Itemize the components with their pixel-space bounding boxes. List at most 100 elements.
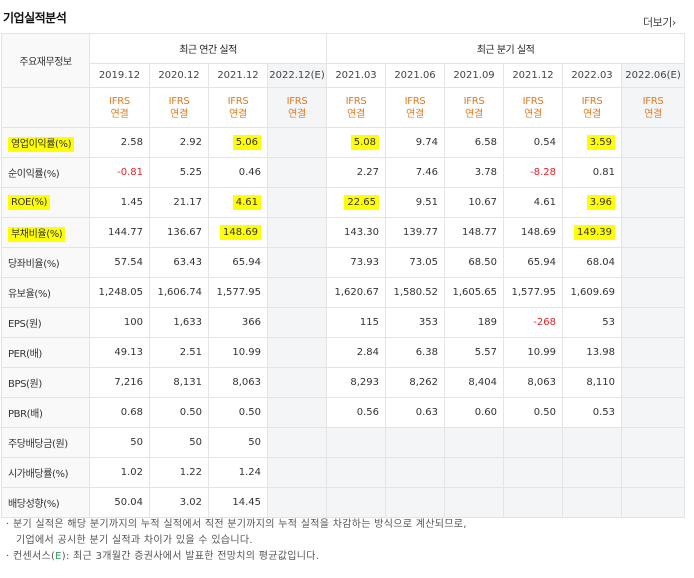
quarter-value-cell: [503, 427, 563, 458]
annual-value-cell: 100: [89, 307, 150, 338]
quarter-date-header: 2021.12: [503, 63, 563, 88]
annual-value-cell: 14.45: [208, 487, 268, 518]
quarter-value-cell: [503, 457, 563, 488]
annual-value-cell: 5.25: [149, 157, 209, 188]
value-text: 8,131: [173, 377, 202, 388]
quarter-value-cell: -268: [503, 307, 563, 338]
value-text: 57.54: [114, 257, 143, 268]
annual-value-cell: [267, 217, 327, 248]
quarter-value-cell: 0.53: [562, 397, 622, 428]
consolidated-text: 연결: [110, 108, 129, 120]
row-label: 영업이익률(%): [1, 127, 90, 158]
row-label-text: 영업이익률(%): [8, 137, 75, 152]
value-text: -0.81: [117, 167, 143, 178]
value-text: 7.46: [415, 167, 438, 178]
table-row: 시가배당률(%) 1.02 1.22 1.24: [1, 457, 686, 488]
value-text: 2.51: [179, 347, 202, 358]
row-label: 당좌비율(%): [1, 247, 90, 278]
annual-value-cell: 2.92: [149, 127, 209, 158]
value-text: 189: [477, 317, 497, 328]
annual-value-cell: 144.77: [89, 217, 150, 248]
value-text: 366: [241, 317, 261, 328]
ifrs-text: IFRS: [227, 95, 249, 107]
quarter-value-cell: 68.50: [444, 247, 504, 278]
value-text: 8,404: [468, 377, 497, 388]
value-text: 2.27: [356, 167, 379, 178]
value-text: -268: [533, 317, 556, 328]
value-text: 149.39: [574, 225, 615, 240]
value-text: 148.69: [220, 225, 261, 240]
value-text: 6.58: [474, 137, 497, 148]
more-label: 더보기: [643, 16, 672, 29]
value-text: 50.04: [114, 497, 143, 508]
annual-value-cell: 5.06: [208, 127, 268, 158]
annual-value-cell: 1.24: [208, 457, 268, 488]
table-row: ROE(%) 1.45 21.17 4.61 22.65 9.51 10.67 4.61 3.9…: [1, 187, 686, 218]
annual-value-cell: 0.68: [89, 397, 150, 428]
row-label-text: 부채비율(%): [8, 227, 66, 242]
quarter-value-cell: 115: [326, 307, 386, 338]
annual-value-cell: 50: [89, 427, 150, 458]
row-label-text: EPS(원): [8, 319, 42, 330]
quarter-value-cell: [620, 367, 686, 398]
more-link[interactable]: 더보기›: [643, 14, 676, 30]
table-row: 유보율(%) 1,248.05 1,606.74 1,577.95 1,620.67 1,…: [1, 277, 686, 308]
value-text: 136.67: [167, 227, 202, 238]
financial-table: 주요재무정보 최근 연간 실적 최근 분기 실적 2019.12 2020.12 2…: [1, 33, 686, 518]
quarter-value-cell: 8,063: [503, 367, 563, 398]
row-label-text: BPS(원): [8, 379, 42, 390]
quarter-value-cell: [562, 487, 622, 518]
quarter-value-cell: [620, 247, 686, 278]
value-text: 10.99: [527, 347, 556, 358]
quarter-value-cell: 8,262: [385, 367, 445, 398]
quarter-value-cell: [444, 457, 504, 488]
annual-value-cell: [267, 457, 327, 488]
value-text: 0.50: [533, 407, 556, 418]
footnotes: · 분기 실적은 해당 분기까지의 누적 실적에서 직전 분기까지의 누적 실적…: [6, 517, 467, 565]
annual-value-cell: [267, 307, 327, 338]
quarter-value-cell: 1,609.69: [562, 277, 622, 308]
value-text: 21.17: [173, 197, 202, 208]
value-text: 1.24: [238, 467, 261, 478]
value-text: 0.63: [415, 407, 438, 418]
annual-value-cell: 8,063: [208, 367, 268, 398]
annual-value-cell: 8,131: [149, 367, 209, 398]
row-label-text: ROE(%): [8, 195, 51, 210]
value-text: 0.68: [120, 407, 143, 418]
ifrs-label: IFRS 연결: [149, 87, 209, 128]
annual-value-cell: [267, 157, 327, 188]
annual-value-cell: [267, 397, 327, 428]
quarter-value-cell: 149.39: [562, 217, 622, 248]
value-text: 0.50: [238, 407, 261, 418]
value-text: 100: [123, 317, 143, 328]
quarter-value-cell: 2.27: [326, 157, 386, 188]
annual-value-cell: 7,216: [89, 367, 150, 398]
quarter-value-cell: 3.59: [562, 127, 622, 158]
ifrs-label: IFRS 연결: [326, 87, 386, 128]
quarter-value-cell: 5.08: [326, 127, 386, 158]
quarter-value-cell: 0.54: [503, 127, 563, 158]
value-text: 1,577.95: [216, 287, 261, 298]
quarter-value-cell: 139.77: [385, 217, 445, 248]
annual-value-cell: 1,633: [149, 307, 209, 338]
quarter-date-header: 2022.06(E): [620, 63, 686, 88]
quarter-value-cell: 73.05: [385, 247, 445, 278]
table-row: BPS(원) 7,216 8,131 8,063 8,293 8,262 8,404 8,06…: [1, 367, 686, 398]
quarter-value-cell: 0.81: [562, 157, 622, 188]
annual-value-cell: 1.22: [149, 457, 209, 488]
annual-value-cell: 0.46: [208, 157, 268, 188]
ifrs-text: IFRS: [109, 95, 130, 107]
row-label: 배당성향(%): [1, 487, 90, 518]
row-label: EPS(원): [1, 307, 90, 338]
value-text: 0.56: [356, 407, 379, 418]
row-label-text: PBR(배): [8, 409, 43, 420]
quarter-date-header: 2022.03: [562, 63, 622, 88]
value-text: 5.06: [232, 135, 261, 150]
value-text: 14.45: [232, 497, 261, 508]
quarter-value-cell: [326, 427, 386, 458]
consolidated-text: 연결: [406, 108, 424, 120]
value-text: 7,216: [114, 377, 143, 388]
annual-value-cell: 63.43: [149, 247, 209, 278]
value-text: 68.50: [468, 257, 497, 268]
value-text: 65.94: [527, 257, 556, 268]
